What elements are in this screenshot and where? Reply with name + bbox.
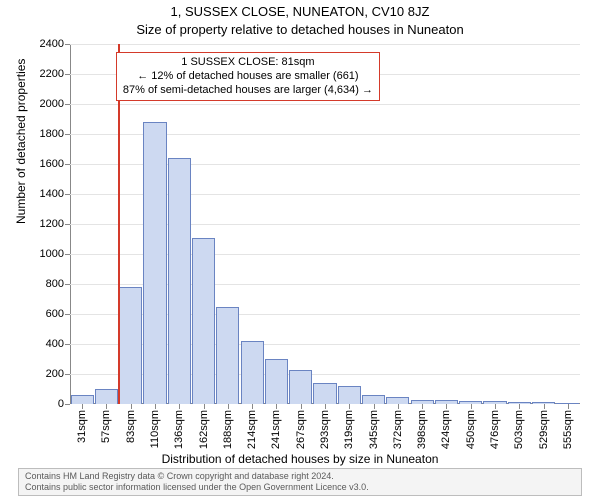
x-tick-label: 110sqm: [149, 410, 161, 448]
y-tick-mark: [65, 194, 70, 195]
x-tick-label: 162sqm: [198, 410, 210, 449]
x-tick-mark: [228, 404, 229, 409]
info-box-line: 1 SUSSEX CLOSE: 81sqm: [123, 56, 373, 70]
page-title-line2: Size of property relative to detached ho…: [0, 22, 600, 37]
x-tick-label: 424sqm: [440, 410, 452, 449]
x-tick-mark: [374, 404, 375, 409]
x-axis-title: Distribution of detached houses by size …: [0, 452, 600, 466]
x-tick-mark: [82, 404, 83, 409]
y-tick-mark: [65, 284, 70, 285]
histogram-bar: [192, 238, 215, 405]
x-tick-mark: [179, 404, 180, 409]
histogram-bar: [71, 395, 94, 404]
x-tick-mark: [519, 404, 520, 409]
x-tick-label: 293sqm: [319, 410, 331, 449]
y-tick-label: 600: [14, 308, 64, 320]
y-tick-label: 800: [14, 278, 64, 290]
histogram-bar: [143, 122, 166, 404]
y-tick-mark: [65, 74, 70, 75]
histogram-bar: [313, 383, 336, 404]
histogram-bar: [289, 370, 312, 405]
attribution-line2: Contains public sector information licen…: [25, 482, 575, 493]
x-tick-mark: [204, 404, 205, 409]
histogram-bar: [241, 341, 264, 404]
x-tick-label: 345sqm: [368, 410, 380, 449]
histogram-bar: [216, 307, 239, 405]
y-tick-mark: [65, 224, 70, 225]
x-tick-mark: [544, 404, 545, 409]
x-tick-mark: [252, 404, 253, 409]
y-tick-mark: [65, 134, 70, 135]
x-tick-mark: [446, 404, 447, 409]
y-tick-mark: [65, 254, 70, 255]
info-box-line: 87% of semi-detached houses are larger (…: [123, 84, 373, 98]
x-tick-mark: [276, 404, 277, 409]
gridline: [70, 104, 580, 105]
y-tick-label: 1800: [14, 128, 64, 140]
histogram-bar: [338, 386, 361, 404]
x-tick-label: 503sqm: [513, 410, 525, 449]
histogram-bar: [95, 389, 118, 404]
y-tick-label: 1400: [14, 188, 64, 200]
y-tick-label: 400: [14, 338, 64, 350]
y-tick-mark: [65, 344, 70, 345]
info-box: 1 SUSSEX CLOSE: 81sqm← 12% of detached h…: [116, 52, 380, 101]
x-tick-label: 188sqm: [222, 410, 234, 449]
x-tick-mark: [155, 404, 156, 409]
x-tick-mark: [131, 404, 132, 409]
y-tick-label: 1200: [14, 218, 64, 230]
attribution-line1: Contains HM Land Registry data © Crown c…: [25, 471, 575, 482]
y-tick-mark: [65, 104, 70, 105]
x-tick-mark: [422, 404, 423, 409]
y-tick-mark: [65, 404, 70, 405]
x-tick-label: 241sqm: [270, 410, 282, 449]
histogram-bar: [168, 158, 191, 404]
x-tick-label: 372sqm: [392, 410, 404, 449]
x-tick-label: 529sqm: [538, 410, 550, 449]
x-tick-label: 83sqm: [125, 410, 137, 443]
y-tick-label: 1600: [14, 158, 64, 170]
y-tick-label: 2000: [14, 98, 64, 110]
x-tick-label: 136sqm: [173, 410, 185, 449]
histogram-plot: 0200400600800100012001400160018002000220…: [70, 44, 580, 404]
y-tick-mark: [65, 44, 70, 45]
x-tick-label: 450sqm: [465, 410, 477, 449]
x-tick-label: 319sqm: [343, 410, 355, 449]
x-tick-mark: [349, 404, 350, 409]
x-tick-mark: [495, 404, 496, 409]
info-box-line: ← 12% of detached houses are smaller (66…: [123, 70, 373, 84]
x-tick-mark: [325, 404, 326, 409]
x-tick-mark: [568, 404, 569, 409]
attribution-box: Contains HM Land Registry data © Crown c…: [18, 468, 582, 496]
x-tick-mark: [471, 404, 472, 409]
x-tick-label: 57sqm: [100, 410, 112, 443]
x-tick-label: 555sqm: [562, 410, 574, 449]
page-title-line1: 1, SUSSEX CLOSE, NUNEATON, CV10 8JZ: [0, 4, 600, 19]
x-tick-label: 267sqm: [295, 410, 307, 449]
y-tick-mark: [65, 164, 70, 165]
histogram-bar: [119, 287, 142, 404]
y-tick-label: 1000: [14, 248, 64, 260]
x-tick-label: 398sqm: [416, 410, 428, 449]
y-tick-label: 2400: [14, 38, 64, 50]
gridline: [70, 44, 580, 45]
histogram-bar: [362, 395, 385, 404]
histogram-bar: [386, 397, 409, 405]
x-tick-mark: [106, 404, 107, 409]
x-tick-mark: [398, 404, 399, 409]
y-tick-mark: [65, 314, 70, 315]
x-tick-label: 31sqm: [76, 410, 88, 443]
histogram-bar: [265, 359, 288, 404]
y-tick-label: 2200: [14, 68, 64, 80]
x-tick-label: 476sqm: [489, 410, 501, 449]
y-tick-mark: [65, 374, 70, 375]
x-tick-mark: [301, 404, 302, 409]
y-tick-label: 200: [14, 368, 64, 380]
x-tick-label: 214sqm: [246, 410, 258, 449]
y-tick-label: 0: [14, 398, 64, 410]
